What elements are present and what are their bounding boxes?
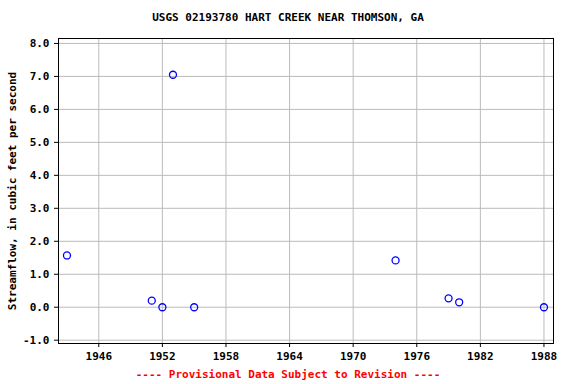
svg-text:1946: 1946 (86, 350, 113, 363)
svg-text:2.0: 2.0 (30, 235, 50, 248)
svg-text:1958: 1958 (213, 350, 240, 363)
svg-text:7.0: 7.0 (30, 70, 50, 83)
html-text:USGS 02193780 HART CREEK NEAR: USGS 02193780 HART CREEK NEAR THOMSON, G… (152, 11, 424, 24)
svg-text:-1.0: -1.0 (23, 334, 50, 347)
svg-text:0.0: 0.0 (30, 301, 50, 314)
html-text:---- Provisional Data Subject: ---- Provisional Data Subject to Revisio… (135, 368, 441, 381)
svg-text:6.0: 6.0 (30, 103, 50, 116)
svg-text:1952: 1952 (149, 350, 176, 363)
svg-text:3.0: 3.0 (30, 202, 50, 215)
svg-text:5.0: 5.0 (30, 136, 50, 149)
svg-text:1982: 1982 (467, 350, 494, 363)
svg-text:1976: 1976 (404, 350, 431, 363)
svg-text:1970: 1970 (340, 350, 367, 363)
svg-text:Streamflow, in cubic feet per: Streamflow, in cubic feet per second (6, 72, 19, 310)
svg-text:1988: 1988 (531, 350, 558, 363)
svg-text:1964: 1964 (276, 350, 303, 363)
svg-text:8.0: 8.0 (30, 37, 50, 50)
svg-text:4.0: 4.0 (30, 169, 50, 182)
svg-text:1.0: 1.0 (30, 268, 50, 281)
